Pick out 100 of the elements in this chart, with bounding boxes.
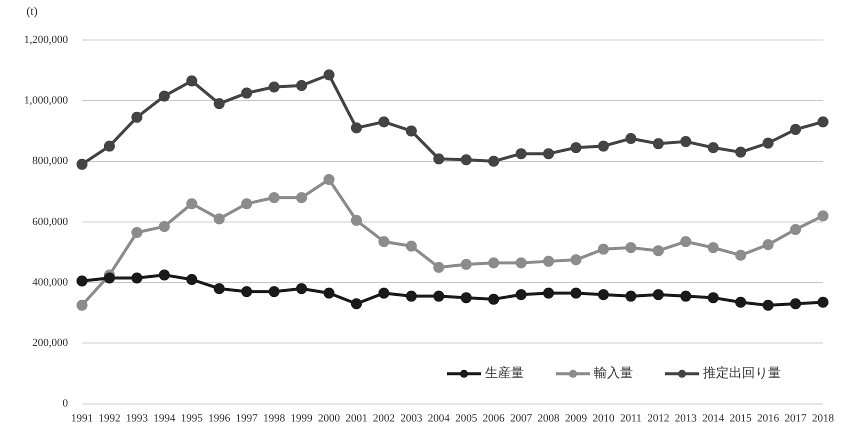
x-tick-label: 1991 (71, 412, 93, 424)
x-tick-label: 2002 (372, 412, 395, 424)
point (186, 75, 198, 86)
point (433, 153, 444, 164)
point (268, 192, 280, 204)
point (131, 227, 142, 238)
y-tick-label: 800,000 (32, 155, 68, 168)
x-tick-label: 1996 (208, 412, 231, 424)
point (652, 138, 664, 150)
x-tick-label: 2015 (730, 412, 752, 424)
point (625, 290, 636, 302)
point (543, 256, 554, 267)
point (76, 300, 88, 311)
point (378, 236, 390, 248)
point (324, 69, 334, 80)
point (818, 116, 828, 128)
point (158, 269, 170, 280)
point (488, 257, 500, 268)
point (296, 192, 308, 204)
x-tick-label: 1993 (126, 412, 148, 424)
point (460, 292, 472, 304)
point (680, 290, 692, 302)
x-tick-label: 2004 (428, 412, 450, 424)
point (625, 133, 636, 144)
point (790, 298, 802, 310)
x-tick-label: 1992 (98, 412, 120, 424)
point (488, 156, 500, 167)
point (543, 288, 554, 299)
point (735, 146, 746, 158)
point (186, 198, 198, 210)
x-tick-label: 2013 (674, 412, 698, 424)
x-tick-label: 2012 (647, 412, 670, 424)
point (570, 288, 582, 299)
point (735, 250, 746, 261)
x-tick-label: 1998 (263, 412, 286, 424)
point (158, 220, 170, 232)
point (570, 142, 582, 154)
point (488, 294, 500, 305)
point (241, 88, 252, 99)
point (708, 292, 719, 304)
point (214, 98, 225, 110)
point (406, 240, 417, 252)
x-tick-label: 2018 (812, 412, 834, 424)
x-tick-label: 2011 (620, 412, 642, 424)
x-tick-label: 2017 (784, 412, 808, 424)
x-tick-label: 2007 (510, 412, 533, 424)
point (762, 239, 774, 250)
point (324, 288, 334, 299)
y-tick-label: 600,000 (32, 216, 68, 228)
point (516, 148, 527, 160)
point (790, 124, 802, 135)
point (241, 286, 252, 298)
point (406, 290, 417, 302)
point (460, 154, 472, 166)
point (406, 125, 417, 136)
x-tick-label: 2005 (455, 412, 478, 424)
x-tick-label: 2009 (565, 412, 588, 424)
y-tick-label: 1,200,000 (24, 34, 68, 46)
point (762, 300, 774, 311)
x-tick-label: 2010 (592, 412, 615, 424)
point (378, 288, 390, 299)
point (76, 158, 88, 170)
point (350, 298, 362, 310)
point (652, 289, 664, 300)
point (350, 122, 362, 134)
point (186, 274, 198, 285)
legend-label: 推定出回り量 (703, 365, 781, 380)
legend-label: 輸入量 (594, 365, 633, 380)
point (680, 136, 692, 148)
point (598, 140, 609, 152)
x-tick-label: 2014 (702, 412, 725, 424)
x-tick-label: 1994 (153, 412, 176, 424)
point (598, 244, 609, 255)
x-tick-label: 2003 (400, 412, 423, 424)
point (268, 286, 280, 298)
point (433, 262, 444, 273)
point (268, 81, 280, 92)
point (762, 138, 774, 149)
point (708, 142, 719, 154)
point (598, 289, 609, 300)
point (516, 257, 527, 268)
point (76, 276, 88, 287)
point (433, 290, 444, 302)
x-tick-label: 2000 (318, 412, 340, 424)
point (131, 272, 142, 284)
point (790, 224, 802, 235)
x-tick-label: 2008 (538, 412, 560, 424)
x-tick-label: 2016 (757, 412, 780, 424)
point (818, 296, 828, 308)
point (680, 236, 692, 248)
point (570, 254, 582, 266)
y-tick-label: 0 (62, 398, 68, 410)
legend-label: 生産量 (485, 365, 524, 380)
point (378, 116, 390, 128)
point (708, 242, 719, 254)
x-tick-label: 2006 (482, 412, 506, 424)
point (818, 210, 828, 222)
point (460, 258, 472, 270)
point (735, 296, 746, 308)
x-tick-label: 1997 (236, 412, 258, 424)
